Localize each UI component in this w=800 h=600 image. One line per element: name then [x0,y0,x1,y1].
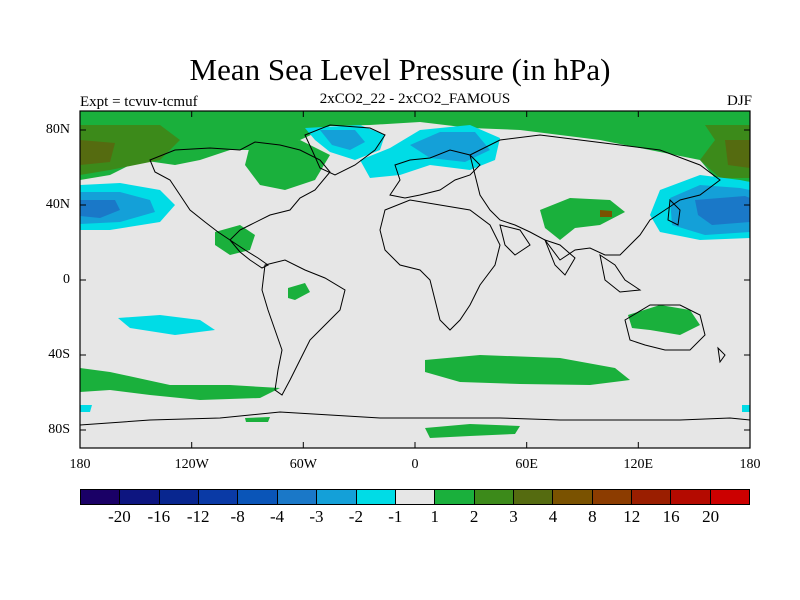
colorbar-swatch [710,490,750,504]
experiment-label: Expt = tcvuv-tcmuf [80,94,198,110]
colorbar-swatch [238,490,278,504]
comparison-label: 2xCO2_22 - 2xCO2_FAMOUS [319,91,511,107]
colorbar-label: -1 [388,507,403,526]
coastline-asia [469,134,721,261]
colorbar-label: 20 [702,507,720,526]
colorbar-label: 12 [623,507,641,526]
coastline-arabia [499,224,531,256]
lat-label-40n: 40N [45,197,70,212]
colorbar-label: 4 [548,507,558,526]
colorbar-swatch [435,490,475,504]
coastline-antarctica [80,411,750,426]
contour-negative-greenland-2 [320,130,365,150]
colorbar-label: -20 [108,507,131,526]
lon-label-120w: 120W [174,457,209,472]
contour-negative-south-pacific [118,315,215,335]
lat-label-80n: 80N [45,122,70,137]
lon-label-180-west: 180 [69,457,91,472]
contour-positive-central-america [215,225,255,255]
contour-positive-east-siberia-core [725,140,750,168]
colorbar-label: -8 [230,507,245,526]
coastline-india [544,239,576,276]
lon-label-180-east: 180 [739,457,761,472]
coastline-new-zealand [717,346,726,364]
colorbar-swatch [317,490,357,504]
contour-positive-south-america [288,283,310,300]
colorbar-swatch [356,490,396,504]
colorbar-swatch [81,490,121,504]
colorbar-swatch [553,490,593,504]
colorbar-swatch [277,490,318,504]
colorbar-label: -16 [147,507,171,526]
colorbar-swatch [671,490,711,504]
lon-label-0: 0 [411,457,419,472]
lat-label-40s: 40S [48,347,70,362]
coastline-africa [379,199,501,331]
contour-negative-northwest-pacific-3 [695,196,750,225]
colorbar-label: -2 [348,507,363,526]
coastline-japan [667,198,681,226]
colorbar-swatch [395,490,436,504]
colorbar-swatch [199,490,239,504]
colorbar-label: -3 [309,507,324,526]
contour-positive-antarctic-patch [425,424,520,438]
contour-negative-edge-west [80,405,92,412]
tick-marks [79,111,751,448]
lat-label-80s: 80S [48,422,70,437]
colorbar-label: 1 [430,507,439,526]
coastline-southeast-asia [599,253,642,293]
colorbar-swatch [474,490,514,504]
colorbar-label: -4 [269,507,285,526]
colorbar-swatch [120,490,160,504]
contour-positive-south-indian [425,355,630,385]
coastline-greenland [304,124,386,176]
contour-positive-antarctic-small [245,417,270,422]
colorbar-label: 16 [662,507,680,526]
contour-positive-australia [628,305,700,335]
contour-negative-north-pacific-west-3 [80,200,120,218]
colorbar-swatch [632,490,672,504]
colorbar-swatch [159,490,200,504]
coastline-north-america [149,141,331,241]
contour-positive-north-america [245,140,330,190]
lat-label-0: 0 [63,272,70,287]
coastline-south-america [261,259,346,396]
coastline-europe [389,149,481,199]
colorbar-label: 2 [469,507,479,526]
colorbar-label: 8 [588,507,597,526]
colorbar-swatch [592,490,633,504]
coastline-australia [624,304,706,351]
contour-fills [80,111,750,438]
contour-positive-asia [540,198,625,240]
contour-positive-pacific-north-core [80,140,115,165]
colorbar-label: 3 [509,507,518,526]
colorbar-swatch [513,490,554,504]
lon-label-60w: 60W [289,457,317,472]
lon-label-120e: 120E [623,457,654,472]
contour-negative-edge-east [742,405,750,412]
coastlines [80,124,750,426]
season-label: DJF [726,93,752,109]
plot-title: Mean Sea Level Pressure (in hPa) [189,52,611,87]
colorbar-label: -12 [186,507,210,526]
contour-positive-south-pacific-band [80,368,280,400]
contour-positive-asia-core [600,210,612,217]
lon-label-60e: 60E [515,457,538,472]
colorbar [80,489,750,505]
contour-positive-arctic [80,111,750,182]
